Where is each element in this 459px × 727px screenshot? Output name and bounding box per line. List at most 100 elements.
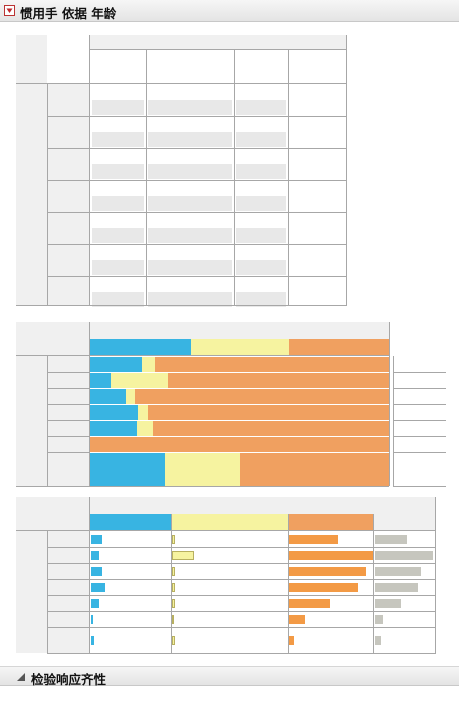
pct-cell-bg (92, 100, 144, 115)
pct-cell-bg (148, 228, 232, 243)
grid-line (47, 244, 347, 245)
count-chart (16, 497, 436, 657)
count-total-bar (375, 599, 402, 608)
pct-cell-bg (92, 260, 144, 275)
grid-line (288, 514, 289, 653)
pct-cell-bg (236, 100, 286, 115)
pct-cell-bg (148, 132, 232, 147)
count-right-bar (289, 636, 295, 645)
count-left-bar (91, 636, 94, 645)
legend-category (90, 514, 171, 531)
chart-rowheader-bg (16, 356, 90, 486)
share-right-segment (168, 373, 389, 388)
count-right-bar (289, 535, 339, 544)
count-ambi-bar (172, 599, 175, 608)
count-total-bar (375, 551, 433, 560)
count-total-bar (375, 535, 407, 544)
count-left-bar (91, 551, 100, 560)
grid-line (47, 404, 90, 405)
grid-line (47, 653, 436, 654)
grid-line (47, 595, 436, 596)
report-title: 惯用手 依据 年龄 (20, 6, 117, 21)
total-grid-line (393, 420, 446, 421)
grid-line (373, 514, 374, 653)
legend-category (90, 339, 191, 356)
share-ambi-segment (164, 453, 240, 486)
grid-line (47, 212, 347, 213)
grid-line (47, 148, 347, 149)
count-total-bar (375, 636, 381, 645)
count-right-bar (289, 599, 331, 608)
share-left-segment (90, 405, 139, 420)
grid-line (47, 611, 436, 612)
legend-category (288, 514, 373, 531)
pct-cell-bg (236, 228, 286, 243)
grid-line (47, 84, 48, 306)
legend-category (289, 339, 389, 356)
pct-cell-bg (236, 164, 286, 179)
table-corner-bg (47, 35, 90, 84)
count-right-bar (289, 551, 374, 560)
grid-line (47, 531, 48, 653)
share-ambi-segment (126, 389, 136, 404)
count-ambi-bar (172, 615, 174, 624)
share-right-segment (239, 453, 389, 486)
count-ambi-bar (172, 583, 175, 592)
pct-cell-bg (236, 260, 286, 275)
grid-line (288, 49, 289, 306)
disclosure-triangle-icon[interactable] (16, 672, 26, 682)
grid-line (16, 83, 347, 84)
count-left-bar (91, 567, 102, 576)
pct-cell-bg (236, 196, 286, 211)
pct-cell-bg (92, 132, 144, 147)
test-table (0, 688, 459, 724)
total-grid-line (393, 486, 446, 487)
total-grid-line (393, 388, 446, 389)
grid-line (47, 388, 90, 389)
chart-rowheader-bg (16, 531, 90, 653)
share-right-segment (135, 389, 389, 404)
share-left-segment (90, 389, 127, 404)
grid-line (16, 530, 436, 531)
total-grid-line (393, 436, 446, 437)
grid-line (47, 116, 347, 117)
count-ambi-bar (172, 535, 175, 544)
pct-cell-bg (148, 164, 232, 179)
share-ambi-segment (111, 373, 169, 388)
pct-cell-bg (92, 164, 144, 179)
share-ambi-segment (137, 421, 154, 436)
contingency-table (16, 35, 347, 307)
share-ambi-segment (138, 405, 148, 420)
count-ambi-bar (172, 567, 175, 576)
disclosure-triangle-icon[interactable] (4, 5, 15, 16)
grid-line (16, 305, 347, 306)
test-header: 检验响应齐性 (0, 666, 459, 687)
count-right-bar (289, 615, 306, 624)
share-right-segment (153, 421, 389, 436)
share-right-segment (90, 437, 389, 452)
grid-line (47, 547, 436, 548)
pct-cell-bg (92, 196, 144, 211)
table-rowheader-bg (16, 84, 90, 306)
grid-line (89, 35, 90, 306)
share-right-segment (154, 357, 389, 372)
legend-category (191, 339, 289, 356)
total-grid-line (393, 452, 446, 453)
grid-line (89, 322, 90, 486)
grid-line (47, 579, 436, 580)
share-right-segment (147, 405, 389, 420)
pct-cell-bg (148, 196, 232, 211)
grid-line (435, 497, 436, 653)
count-right-bar (289, 583, 358, 592)
share-left-segment (90, 421, 138, 436)
count-ambi-bar (172, 551, 194, 560)
grid-line (47, 180, 347, 181)
grid-line (234, 49, 235, 306)
pct-cell-bg (92, 292, 144, 307)
count-left-bar (91, 583, 105, 592)
pct-cell-bg (92, 228, 144, 243)
count-total-bar (375, 615, 384, 624)
total-grid-line (393, 404, 446, 405)
grid-line (89, 497, 90, 653)
pct-cell-bg (148, 292, 232, 307)
